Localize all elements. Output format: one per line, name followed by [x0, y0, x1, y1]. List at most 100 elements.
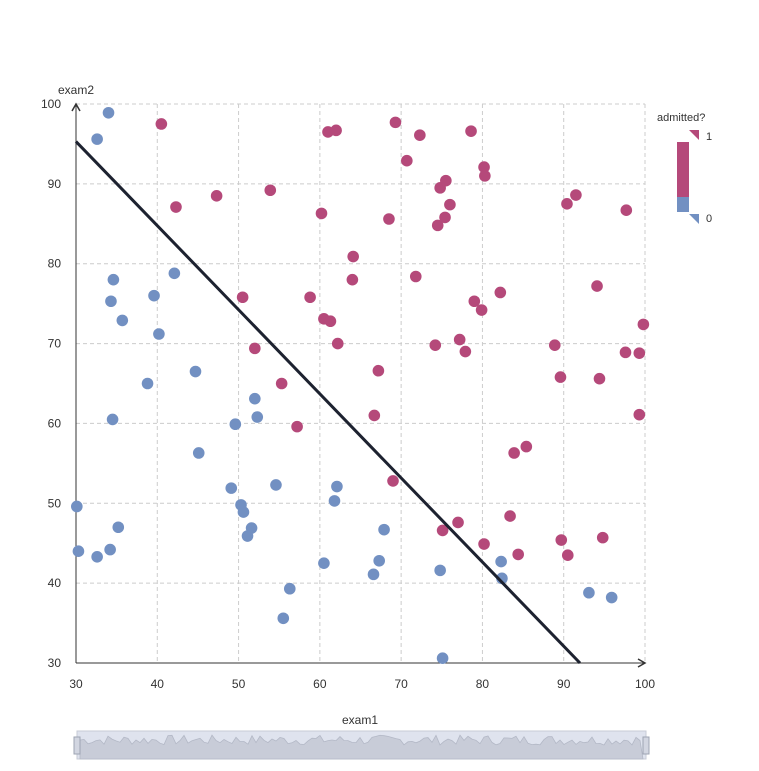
data-point-not-admitted[interactable] [251, 411, 264, 423]
data-point-admitted[interactable] [389, 116, 402, 129]
data-point-admitted[interactable] [633, 408, 646, 421]
data-point-not-admitted[interactable] [367, 568, 380, 581]
data-point-not-admitted[interactable] [245, 522, 258, 534]
data-point-admitted[interactable] [619, 346, 632, 359]
data-point-admitted[interactable] [439, 211, 451, 224]
data-point-not-admitted[interactable] [153, 328, 165, 340]
data-point-not-admitted[interactable] [583, 586, 595, 599]
data-point-admitted[interactable] [620, 204, 633, 217]
data-point-not-admitted[interactable] [495, 555, 507, 568]
data-point-admitted[interactable] [275, 377, 288, 390]
data-point-not-admitted[interactable] [225, 482, 238, 494]
data-point-admitted[interactable] [637, 318, 650, 331]
data-point-admitted[interactable] [555, 534, 568, 546]
data-point-admitted[interactable] [465, 125, 477, 137]
legend[interactable]: admitted? 1 0 [657, 112, 712, 225]
data-point-not-admitted[interactable] [318, 557, 330, 569]
data-point-admitted[interactable] [512, 548, 524, 561]
data-point-admitted[interactable] [591, 280, 603, 292]
data-point-not-admitted[interactable] [434, 564, 446, 577]
data-point-not-admitted[interactable] [168, 267, 181, 280]
data-point-admitted[interactable] [494, 286, 507, 299]
data-point-admitted[interactable] [504, 510, 516, 522]
data-point-admitted[interactable] [368, 409, 381, 422]
data-point-admitted[interactable] [561, 198, 573, 210]
data-point-admitted[interactable] [440, 174, 452, 187]
slider-right-handle[interactable] [642, 736, 650, 755]
data-point-admitted[interactable] [291, 420, 303, 433]
data-point-admitted[interactable] [479, 170, 491, 182]
data-point-admitted[interactable] [459, 345, 472, 358]
data-point-admitted[interactable] [520, 440, 533, 453]
data-point-not-admitted[interactable] [104, 543, 116, 556]
data-point-not-admitted[interactable] [249, 392, 261, 405]
data-point-not-admitted[interactable] [373, 554, 385, 567]
data-point-admitted[interactable] [170, 201, 182, 213]
data-point-admitted[interactable] [431, 219, 444, 232]
data-point-not-admitted[interactable] [270, 479, 282, 491]
data-point-not-admitted[interactable] [91, 550, 103, 563]
data-point-not-admitted[interactable] [112, 521, 125, 534]
data-point-not-admitted[interactable] [116, 314, 129, 327]
data-point-admitted[interactable] [346, 273, 359, 286]
data-point-admitted[interactable] [444, 198, 456, 211]
data-point-not-admitted[interactable] [107, 273, 120, 286]
data-point-not-admitted[interactable] [91, 133, 103, 145]
data-point-not-admitted[interactable] [141, 377, 154, 390]
data-point-not-admitted[interactable] [106, 413, 119, 426]
data-point-admitted[interactable] [453, 333, 466, 346]
legend-max-handle[interactable] [689, 130, 699, 140]
data-point-admitted[interactable] [347, 250, 359, 263]
data-point-admitted[interactable] [596, 531, 609, 544]
data-point-not-admitted[interactable] [605, 591, 618, 604]
data-point-admitted[interactable] [155, 118, 168, 130]
data-point-admitted[interactable] [429, 339, 442, 351]
data-point-not-admitted[interactable] [148, 289, 160, 302]
data-point-admitted[interactable] [475, 304, 488, 316]
slider-left-handle[interactable] [73, 736, 81, 755]
data-point-admitted[interactable] [478, 161, 490, 173]
legend-min-handle[interactable] [689, 214, 699, 224]
data-point-admitted[interactable] [236, 291, 249, 304]
data-point-admitted[interactable] [436, 524, 449, 537]
data-point-admitted[interactable] [383, 213, 395, 225]
data-point-not-admitted[interactable] [189, 365, 202, 378]
data-point-not-admitted[interactable] [378, 523, 390, 536]
data-point-not-admitted[interactable] [277, 612, 290, 625]
data-point-not-admitted[interactable] [192, 447, 205, 459]
data-point-not-admitted[interactable] [105, 295, 117, 308]
data-point-admitted[interactable] [570, 189, 582, 201]
data-point-admitted[interactable] [372, 364, 385, 377]
data-point-not-admitted[interactable] [237, 506, 250, 518]
data-point-not-admitted[interactable] [328, 495, 341, 507]
data-point-admitted[interactable] [315, 207, 328, 220]
data-point-admitted[interactable] [210, 190, 223, 202]
data-point-admitted[interactable] [304, 291, 316, 304]
data-point-admitted[interactable] [452, 516, 464, 529]
data-point-admitted[interactable] [264, 184, 277, 197]
data-point-admitted[interactable] [561, 549, 574, 561]
data-point-admitted[interactable] [249, 342, 261, 355]
data-point-admitted[interactable] [414, 129, 426, 141]
data-point-not-admitted[interactable] [436, 652, 449, 665]
data-point-admitted[interactable] [330, 124, 342, 137]
data-point-admitted[interactable] [554, 371, 567, 383]
data-point-admitted[interactable] [508, 447, 520, 459]
x-range-slider[interactable] [73, 730, 650, 760]
data-point-admitted[interactable] [593, 372, 606, 385]
data-point-admitted[interactable] [548, 339, 561, 351]
data-point-admitted[interactable] [331, 337, 344, 350]
data-point-admitted[interactable] [409, 270, 422, 283]
data-point-admitted[interactable] [468, 295, 481, 308]
data-point-admitted[interactable] [324, 315, 337, 328]
data-point-not-admitted[interactable] [331, 480, 343, 493]
data-point-not-admitted[interactable] [71, 500, 83, 513]
data-point-admitted[interactable] [478, 538, 490, 550]
data-point-admitted[interactable] [387, 475, 399, 487]
data-point-not-admitted[interactable] [72, 545, 85, 557]
data-point-not-admitted[interactable] [283, 582, 296, 595]
data-point-not-admitted[interactable] [229, 418, 242, 431]
data-point-admitted[interactable] [401, 154, 413, 167]
data-point-not-admitted[interactable] [102, 106, 115, 119]
data-point-admitted[interactable] [633, 347, 646, 359]
